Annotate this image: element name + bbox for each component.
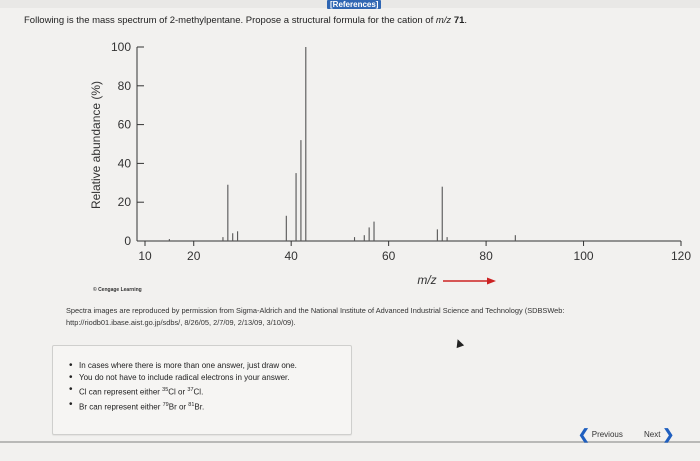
y-axis-title: Relative abundance (%)	[89, 81, 103, 209]
question-mz-label: m/z	[435, 15, 452, 26]
question-prefix: Following is the mass spectrum of 2-meth…	[24, 15, 436, 26]
cengage-credit: © Cengage Learning	[93, 287, 142, 293]
credit-line-1: Spectra images are reproduced by permiss…	[66, 306, 565, 315]
note-text-1: In cases where there is more than one an…	[79, 361, 297, 370]
chevron-left-icon: ❮	[578, 426, 590, 442]
x-axis-arrow-icon	[487, 277, 496, 285]
note-item: You do not have to include radical elect…	[69, 372, 351, 384]
x-tick-label: 60	[382, 249, 396, 263]
y-tick-label: 0	[124, 234, 131, 248]
y-tick-label: 80	[118, 79, 132, 93]
x-tick-label: 20	[187, 249, 201, 263]
mouse-cursor-icon	[453, 337, 465, 349]
x-tick-label: 100	[574, 249, 594, 263]
note-item: Cl can represent either 35Cl or 37Cl.	[69, 384, 351, 399]
note-text-4c: Br.	[194, 402, 205, 412]
x-axis-title: m/z	[417, 273, 436, 287]
question-suffix: .	[464, 15, 468, 26]
chevron-right-icon: ❯	[662, 426, 675, 442]
note-text-2: You do not have to include radical elect…	[79, 373, 290, 382]
y-tick-label: 40	[118, 156, 132, 170]
previous-button[interactable]: ❮ Previous	[578, 426, 623, 442]
previous-label: Previous	[591, 429, 623, 439]
note-sup-79: 79	[162, 401, 169, 408]
x-tick-label: 80	[479, 249, 493, 263]
bottom-divider	[0, 441, 700, 443]
note-text-4b: Br or	[168, 402, 189, 412]
note-text-3c: Cl.	[193, 387, 204, 397]
x-tick-label: 40	[285, 249, 299, 263]
references-link[interactable]: [References]	[327, 0, 382, 9]
question-mz-value: 71	[453, 15, 465, 26]
y-tick-label: 60	[118, 118, 132, 132]
note-sup-35: 35	[162, 387, 169, 393]
notes-box: In cases where there is more than one an…	[52, 345, 352, 435]
next-label: Next	[644, 429, 661, 439]
note-text-3b: Cl or	[168, 387, 188, 397]
x-tick-label: 10	[138, 249, 152, 263]
y-tick-label: 20	[118, 195, 132, 209]
note-item: In cases where there is more than one an…	[69, 360, 351, 372]
note-sup-37: 37	[187, 387, 194, 393]
credit-line-2: http://riodb01.ibase.aist.go.jp/sdbs/, 8…	[66, 318, 296, 327]
spectra-credit: Spectra images are reproduced by permiss…	[66, 305, 686, 329]
note-sup-81: 81	[188, 401, 195, 408]
next-button[interactable]: Next ❯	[644, 426, 675, 442]
note-item: Br can represent either 79Br or 81Br.	[69, 399, 351, 414]
note-text-4a: Br can represent either	[79, 402, 163, 412]
y-tick-label: 100	[111, 40, 131, 54]
x-tick-label: 120	[671, 249, 691, 263]
question-text: Following is the mass spectrum of 2-meth…	[24, 15, 467, 26]
mass-spectrum-chart: 0 20 40 60 80 100 10 20 40 60 80 100 120 Relative abu…	[89, 40, 691, 287]
note-text-3a: Cl can represent either	[79, 387, 163, 397]
